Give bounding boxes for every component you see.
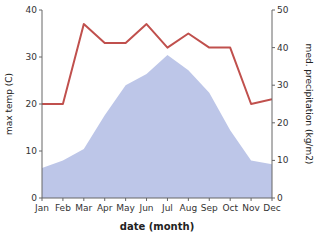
y2-tick-label: 50 [277, 5, 289, 15]
y2-tick [272, 47, 275, 48]
x-tick-label: Aug [180, 203, 198, 213]
plot-area [42, 24, 272, 198]
x-tick-label: Sep [201, 203, 218, 213]
y-tick-label: 10 [26, 146, 38, 156]
y2-tick-label: 0 [277, 193, 283, 203]
x-tick-label: Jun [139, 203, 154, 213]
x-tick-label: Jul [161, 203, 173, 213]
x-tick [209, 198, 210, 201]
x-tick [62, 198, 63, 201]
x-axis-line [42, 198, 272, 199]
y2-tick-label: 30 [277, 80, 289, 90]
x-axis-label: date (month) [120, 221, 194, 232]
y-tick [39, 151, 42, 152]
x-tick [188, 198, 189, 201]
x-tick-label: Oct [222, 203, 238, 213]
x-tick-label: Mar [75, 203, 92, 213]
precipitation-area [42, 55, 272, 198]
x-tick-label: Nov [242, 203, 260, 213]
y-tick [39, 198, 42, 199]
y2-tick [272, 122, 275, 123]
y-tick [39, 104, 42, 105]
x-tick [83, 198, 84, 201]
y2-tick [272, 85, 275, 86]
y2-tick [272, 10, 275, 11]
y2-tick-label: 40 [277, 43, 289, 53]
x-tick [167, 198, 168, 201]
x-tick [104, 198, 105, 201]
y2-axis-label: med. precipitation (kg/m2) [304, 44, 314, 165]
chart-container: JanFebMarAprMayJunJulAugSepOctNovDec0102… [0, 0, 318, 247]
x-tick-label: Apr [97, 203, 113, 213]
y-tick-label: 0 [31, 193, 37, 203]
x-tick-label: Dec [263, 203, 280, 213]
y-tick-label: 40 [26, 5, 38, 15]
temperature-line [42, 24, 272, 104]
x-tick [251, 198, 252, 201]
x-tick [146, 198, 147, 201]
x-tick-label: Jan [34, 203, 49, 213]
x-tick [125, 198, 126, 201]
x-tick-label: Feb [55, 203, 71, 213]
y2-tick [272, 198, 275, 199]
y-tick-label: 30 [26, 52, 38, 62]
y2-tick-label: 10 [277, 155, 289, 165]
y2-axis-line [272, 10, 273, 198]
y-tick [39, 57, 42, 58]
y2-tick-label: 20 [277, 118, 289, 128]
x-tick-label: May [116, 203, 135, 213]
x-tick [230, 198, 231, 201]
y-tick [39, 10, 42, 11]
y-axis-label: max temp (C) [4, 73, 14, 135]
y-tick-label: 20 [26, 99, 38, 109]
chart: JanFebMarAprMayJunJulAugSepOctNovDec0102… [0, 0, 318, 247]
y2-tick [272, 160, 275, 161]
